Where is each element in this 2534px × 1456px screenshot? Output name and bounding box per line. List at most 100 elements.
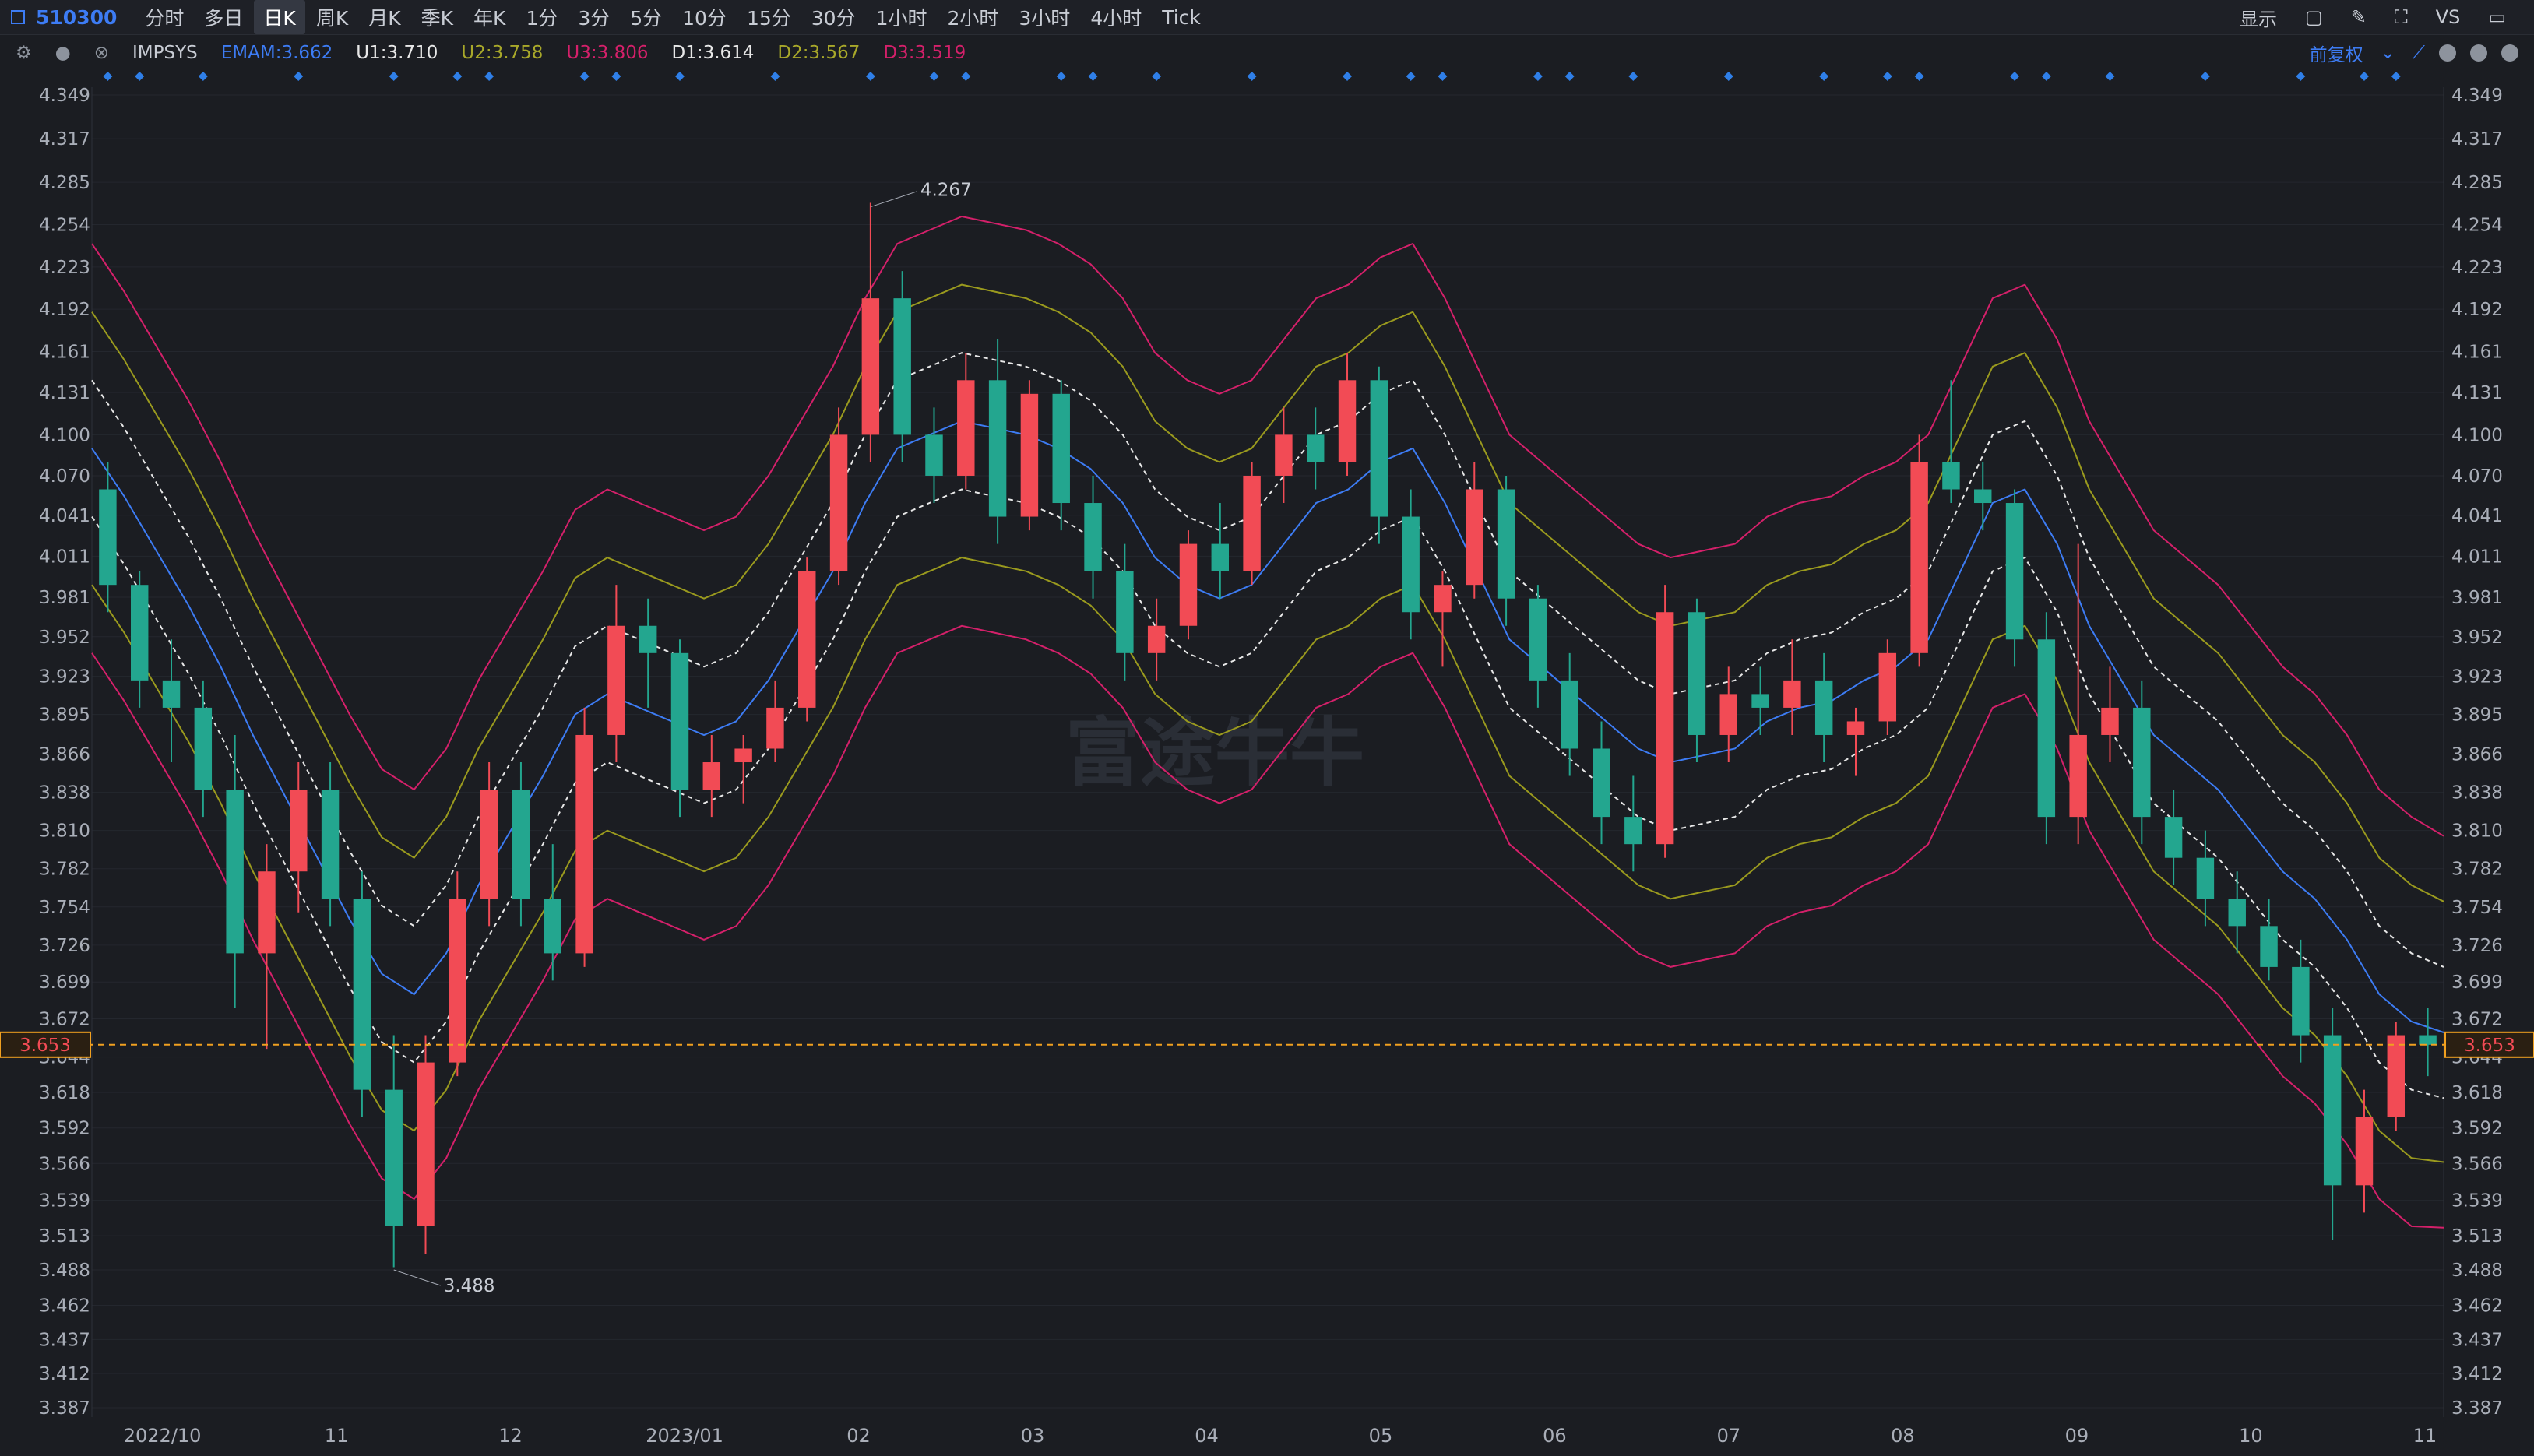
signal-marker — [2296, 72, 2306, 81]
x-tick-label: 02 — [846, 1425, 871, 1447]
candle-body — [1020, 393, 1039, 517]
window-icon[interactable]: ▭ — [2488, 6, 2506, 28]
tf-weekly[interactable]: 周K — [315, 7, 349, 30]
candle — [290, 762, 308, 913]
candle-body — [1370, 380, 1388, 517]
y-tick-label-right: 3.981 — [2451, 588, 2503, 608]
tf-quarterly[interactable]: 季K — [421, 7, 454, 30]
x-tick-label: 06 — [1543, 1425, 1567, 1447]
indicator-name[interactable]: IMPSYS — [132, 43, 198, 63]
tf-fenshi[interactable]: 分时 — [145, 7, 185, 30]
draw-icon[interactable]: ✎ — [2350, 6, 2367, 28]
zoom-in-icon[interactable] — [2501, 44, 2518, 62]
tf-1m[interactable]: 1分 — [526, 7, 558, 30]
signal-marker — [1343, 72, 1353, 81]
candle-body — [1624, 817, 1642, 845]
adjust-mode-label[interactable]: 前复权 — [2309, 45, 2363, 65]
symbol-icon[interactable] — [11, 10, 25, 24]
settings-icon[interactable]: ⚙ — [16, 43, 32, 63]
tf-2h[interactable]: 2小时 — [947, 7, 999, 30]
y-tick-label-left: 3.726 — [39, 936, 90, 956]
candle-body — [702, 762, 721, 790]
tf-3h[interactable]: 3小时 — [1019, 7, 1071, 30]
y-tick-label-right: 3.952 — [2451, 628, 2503, 648]
candle — [1561, 652, 1578, 776]
y-tick-label-right: 4.254 — [2451, 215, 2503, 235]
tf-4h[interactable]: 4小时 — [1090, 7, 1142, 30]
tf-15m[interactable]: 15分 — [746, 7, 791, 30]
candle-body — [321, 790, 340, 899]
x-tick-label: 04 — [1195, 1425, 1219, 1447]
candle-body — [1783, 680, 1801, 708]
candle-body — [925, 434, 943, 476]
tf-1h[interactable]: 1小时 — [875, 7, 927, 30]
x-tick-label: 11 — [325, 1425, 349, 1447]
vs-button[interactable]: VS — [2435, 6, 2461, 28]
candle-body — [893, 298, 911, 435]
candle-body — [798, 571, 816, 708]
price-tag-right-box — [2444, 1031, 2534, 1058]
zoom-out-icon[interactable] — [2470, 44, 2487, 62]
display-menu[interactable]: 显示 — [2240, 8, 2278, 30]
u3-value: U3:3.806 — [566, 43, 649, 63]
tf-30m[interactable]: 30分 — [811, 7, 856, 30]
candle — [957, 353, 975, 490]
y-tick-label-right: 3.810 — [2451, 821, 2503, 842]
candle-body — [385, 1089, 403, 1226]
candle-body — [130, 585, 149, 681]
x-tick-label: 09 — [2065, 1425, 2089, 1447]
chart-type-icon[interactable]: ⟋ — [2412, 43, 2425, 63]
candle — [162, 639, 181, 763]
candle-body — [1116, 571, 1134, 653]
tf-yearly[interactable]: 年K — [473, 7, 506, 30]
candle — [702, 734, 721, 818]
signal-marker — [484, 72, 494, 81]
layout-icon[interactable]: ▢ — [2305, 6, 2323, 28]
tf-tick[interactable]: Tick — [1162, 5, 1201, 29]
indicator-bar: ⚙ ● ⊗ IMPSYS EMAM:3.662 U1:3.710 U2:3.75… — [0, 39, 2534, 67]
candle — [2037, 612, 2056, 845]
candle-body — [734, 748, 752, 763]
candle — [1084, 475, 1102, 599]
candle — [1147, 598, 1166, 681]
y-tick-label-left: 3.838 — [39, 783, 90, 804]
fullscreen-icon[interactable]: ⛶ — [2394, 6, 2408, 28]
y-tick-label-right: 4.100 — [2451, 425, 2503, 445]
candle — [893, 271, 911, 462]
candle-body — [1529, 598, 1547, 681]
signal-marker — [675, 72, 685, 81]
tf-multiday[interactable]: 多日 — [204, 7, 244, 30]
tf-3m[interactable]: 3分 — [578, 7, 611, 30]
y-tick-label-right: 3.412 — [2451, 1364, 2503, 1384]
y-tick-label-left: 3.592 — [39, 1119, 90, 1139]
chevron-down-icon[interactable]: ⌄ — [2380, 43, 2395, 63]
signal-marker — [198, 72, 208, 81]
y-tick-label-left: 3.539 — [39, 1191, 90, 1212]
tf-daily[interactable]: 日K — [254, 0, 305, 34]
candle-body — [861, 298, 880, 435]
symbol-code[interactable]: 510300 — [36, 5, 118, 29]
candle — [353, 871, 371, 1117]
candle-body — [1910, 462, 1928, 653]
grid-lines — [91, 87, 2444, 1417]
zoom-reset-icon[interactable] — [2439, 44, 2456, 62]
y-tick-label-left: 3.923 — [39, 667, 90, 688]
signal-marker — [1914, 72, 1924, 81]
hide-icon[interactable]: ● — [55, 43, 71, 63]
candle — [2387, 1022, 2406, 1131]
current-price-line: 3.653 3.653 — [0, 1031, 2534, 1058]
signal-marker — [1533, 72, 1543, 81]
tf-monthly[interactable]: 月K — [368, 7, 401, 30]
y-tick-label-right: 3.726 — [2451, 936, 2503, 956]
candle — [1942, 380, 1960, 504]
candle-body — [2069, 734, 2087, 818]
tf-5m[interactable]: 5分 — [630, 7, 663, 30]
y-tick-label-left: 3.618 — [39, 1083, 90, 1103]
tf-10m[interactable]: 10分 — [682, 7, 727, 30]
candle — [2323, 1008, 2342, 1240]
close-icon[interactable]: ⊗ — [93, 43, 109, 63]
candle-body — [2164, 817, 2183, 858]
x-tick-label: 08 — [1891, 1425, 1915, 1447]
signal-marker — [1406, 72, 1416, 81]
